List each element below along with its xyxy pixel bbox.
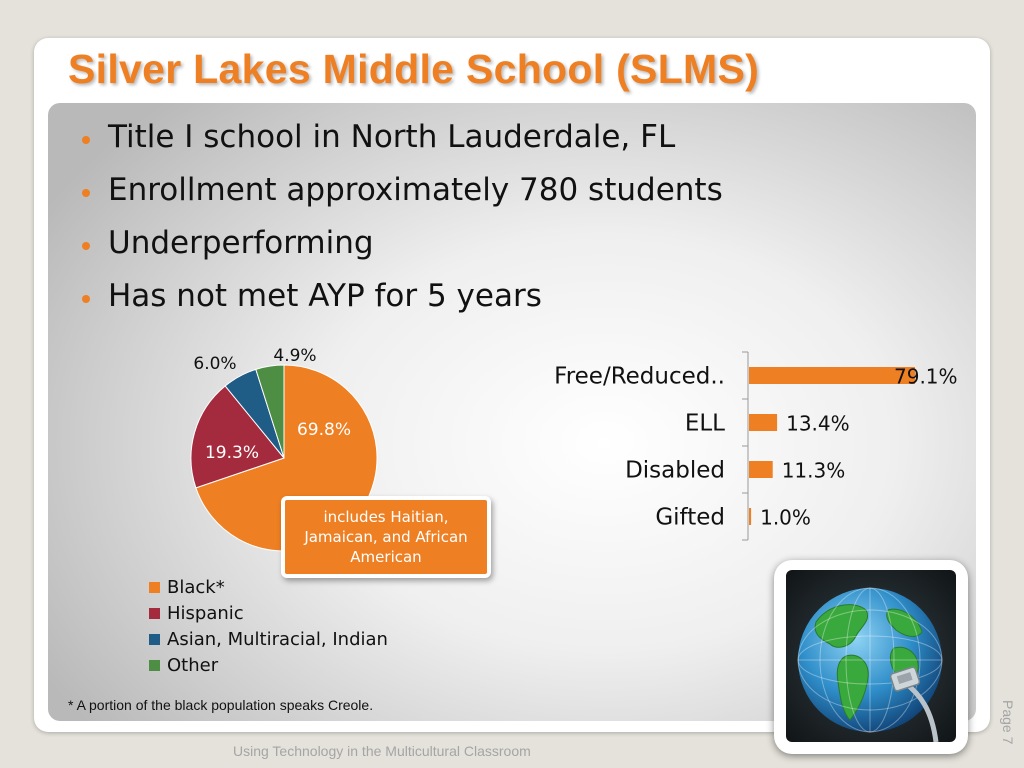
- page-number: Page 7: [1000, 700, 1016, 745]
- bullet-list: Title I school in North Lauderdale, FL E…: [78, 119, 723, 331]
- footnote: * A portion of the black population spea…: [68, 697, 374, 713]
- legend-label: Other: [167, 654, 219, 676]
- bullet-dot-icon: [82, 189, 90, 197]
- bullet-dot-icon: [82, 242, 90, 250]
- bullet-item: Underperforming: [78, 225, 723, 278]
- globe-icon: [797, 587, 943, 742]
- globe-image: [786, 570, 956, 742]
- pie-legend: Black* Hispanic Asian, Multiracial, Indi…: [149, 574, 388, 678]
- pie-data-label: 69.8%: [297, 420, 351, 440]
- bullet-item: Title I school in North Lauderdale, FL: [78, 119, 723, 172]
- bullet-dot-icon: [82, 295, 90, 303]
- pie-data-label: 4.9%: [273, 346, 316, 366]
- slide-title: Silver Lakes Middle School (SLMS): [68, 46, 760, 92]
- bullet-text: Has not met AYP for 5 years: [108, 278, 542, 314]
- pie-data-label: 6.0%: [193, 354, 236, 374]
- legend-swatch: [149, 633, 160, 645]
- slide-footer: Using Technology in the Multicultural Cl…: [233, 743, 531, 759]
- globe-picture-frame: [774, 560, 968, 754]
- legend-label: Hispanic: [167, 602, 244, 624]
- bullet-item: Enrollment approximately 780 students: [78, 172, 723, 225]
- legend-swatch: [149, 659, 160, 671]
- bar: [749, 367, 915, 384]
- content-panel: Title I school in North Lauderdale, FL E…: [48, 103, 976, 721]
- bar-category-label: Free/Reduced..: [554, 364, 725, 390]
- pie-slice: [190, 385, 285, 489]
- legend-item: Other: [149, 652, 388, 678]
- bar-data-label: 11.3%: [782, 459, 846, 483]
- bar: [749, 508, 752, 525]
- bar: [749, 414, 778, 431]
- bar: [749, 461, 773, 478]
- bullet-text: Title I school in North Lauderdale, FL: [108, 119, 676, 155]
- legend-swatch: [149, 581, 160, 593]
- bar-category-label: ELL: [685, 411, 725, 437]
- bullet-text: Enrollment approximately 780 students: [108, 172, 723, 208]
- legend-label: Asian, Multiracial, Indian: [167, 628, 388, 650]
- legend-item: Hispanic: [149, 600, 388, 626]
- pie-data-label: 19.3%: [205, 443, 259, 463]
- bullet-dot-icon: [82, 136, 90, 144]
- legend-item: Asian, Multiracial, Indian: [149, 626, 388, 652]
- bar-category-label: Disabled: [625, 458, 725, 484]
- bar-category-label: Gifted: [655, 505, 725, 531]
- bullet-text: Underperforming: [108, 225, 374, 261]
- legend-label: Black*: [167, 576, 225, 598]
- legend-swatch: [149, 607, 160, 619]
- student-status-bar-chart: Free/Reduced.. 79.1% ELL 13.4% Disabled 11.3%…: [554, 351, 958, 541]
- bullet-item: Has not met AYP for 5 years: [78, 278, 723, 331]
- legend-item: Black*: [149, 574, 388, 600]
- bar-data-label: 79.1%: [894, 365, 958, 389]
- bar-data-label: 1.0%: [760, 506, 811, 530]
- pie-slice: [255, 364, 285, 459]
- bar-data-label: 13.4%: [786, 412, 850, 436]
- callout-box: includes Haitian, Jamaican, and African …: [281, 496, 491, 578]
